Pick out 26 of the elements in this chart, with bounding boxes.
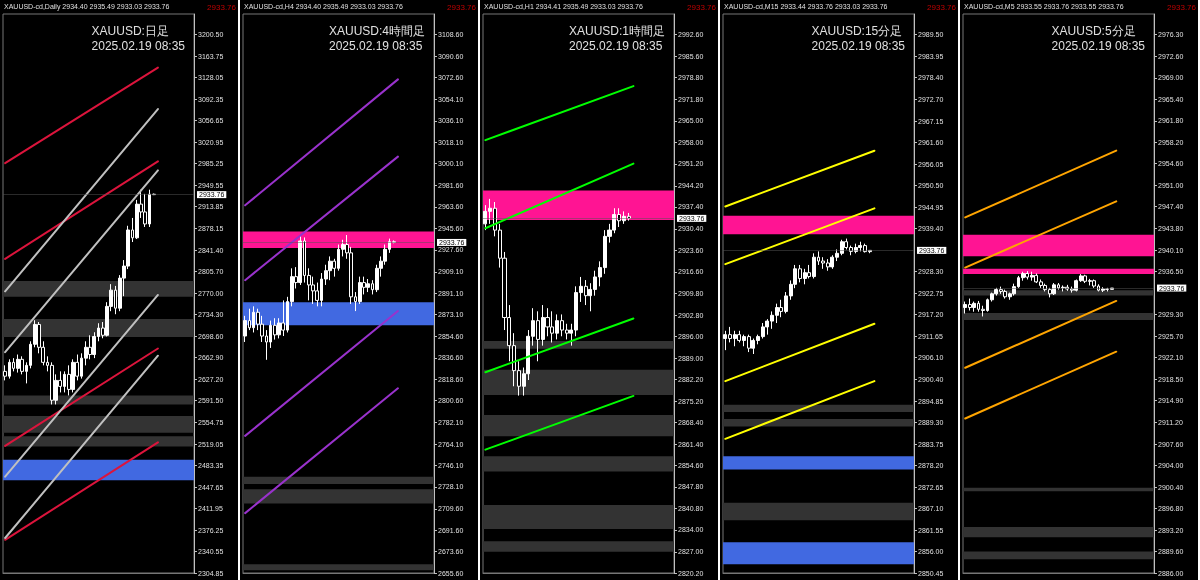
candlestick xyxy=(366,278,370,293)
text: 2025.02.19 08:35 xyxy=(91,39,186,53)
text: 2933.76 xyxy=(687,2,717,12)
text: 2025.02.19 08:35 xyxy=(811,39,906,53)
text: XAUUSD:4時間足 xyxy=(328,24,426,38)
text: 2025.02.19 08:35 xyxy=(568,39,663,53)
text: 2025.02.19 08:35 xyxy=(328,39,423,53)
candlestick xyxy=(1101,286,1105,293)
candlestick xyxy=(1092,278,1096,289)
text: 2933.76 xyxy=(1167,2,1197,12)
text: XAUUSD:5分足 xyxy=(1051,24,1136,38)
text: 2933.76 xyxy=(207,2,237,12)
candlestick xyxy=(71,358,75,393)
text: 2933.76 xyxy=(447,2,477,12)
candlestick xyxy=(328,255,332,281)
text: 2025.02.19 08:35 xyxy=(1051,39,1146,53)
candlestick xyxy=(1061,284,1065,292)
text: 2933.76 xyxy=(927,2,957,12)
text: XAUUSD:1時間足 xyxy=(568,24,666,38)
candlestick xyxy=(143,193,147,228)
candlestick xyxy=(16,354,20,374)
text: XAUUSD:日足 xyxy=(91,24,169,38)
text: XAUUSD:15分足 xyxy=(811,24,903,38)
candlestick xyxy=(972,301,976,313)
candlestick xyxy=(298,234,302,286)
candlestick xyxy=(281,299,285,337)
